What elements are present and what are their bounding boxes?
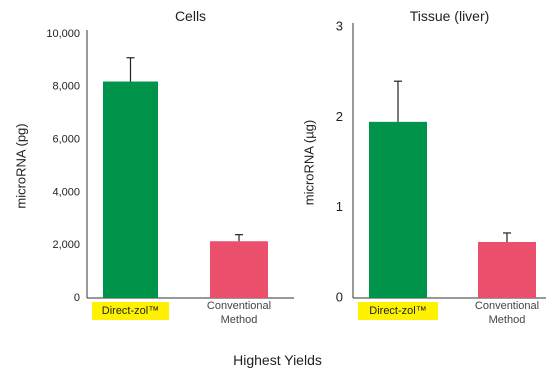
chart-title: Cells bbox=[175, 8, 206, 24]
y-axis-label: microRNA (µg) bbox=[301, 120, 316, 206]
x-tick-label: Conventional bbox=[475, 300, 539, 312]
x-tick-label: Conventional bbox=[207, 300, 271, 312]
figure-caption: Highest Yields bbox=[233, 352, 322, 368]
chart-title: Tissue (liver) bbox=[410, 8, 490, 24]
y-tick-label: 0 bbox=[336, 289, 343, 304]
x-tick-label: Method bbox=[489, 314, 526, 326]
x-tick-label: Direct-zol™ bbox=[102, 305, 159, 317]
y-axis-label: microRNA (pg) bbox=[13, 123, 28, 208]
y-tick-label: 1 bbox=[336, 199, 343, 214]
y-tick-label: 6,000 bbox=[52, 134, 80, 146]
y-tick-label: 2 bbox=[336, 109, 343, 124]
y-tick-label: 4,000 bbox=[52, 186, 80, 198]
bar-conventional bbox=[478, 241, 536, 298]
y-tick-label: 10,000 bbox=[46, 28, 80, 40]
x-tick-label: Direct-zol™ bbox=[369, 305, 426, 317]
bar-conventional bbox=[210, 241, 268, 298]
y-tick-label: 8,000 bbox=[52, 81, 80, 93]
y-tick-label: 3 bbox=[336, 18, 343, 33]
x-tick-label: Method bbox=[221, 314, 258, 326]
category-highlight bbox=[92, 302, 169, 320]
y-tick-label: 0 bbox=[74, 292, 80, 304]
bar-direct-zol bbox=[103, 81, 158, 299]
y-tick-label: 2,000 bbox=[52, 239, 80, 251]
category-highlight bbox=[358, 302, 438, 320]
bar-direct-zol bbox=[369, 121, 427, 298]
